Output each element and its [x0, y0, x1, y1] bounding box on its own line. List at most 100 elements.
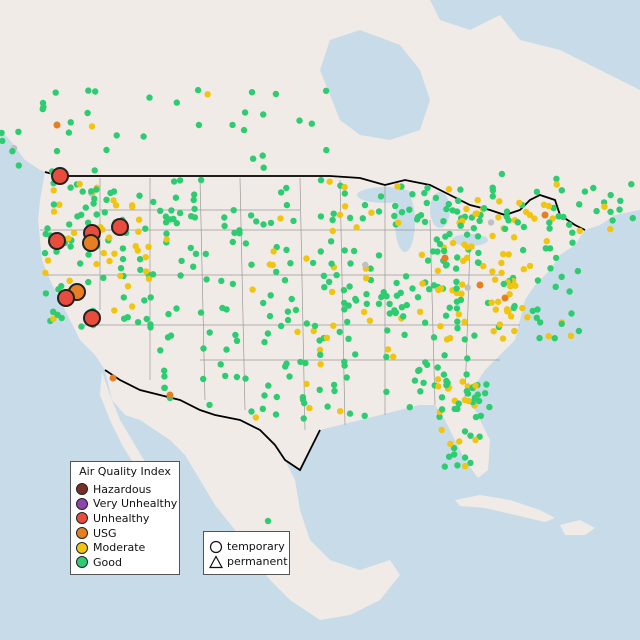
monitor-dot[interactable] [197, 309, 205, 316]
monitor-dot[interactable] [398, 209, 406, 216]
monitor-dot[interactable] [317, 361, 324, 368]
monitor-dot[interactable] [173, 99, 180, 106]
monitor-dot[interactable] [309, 259, 317, 267]
monitor-dot[interactable] [50, 208, 58, 215]
monitor-dot[interactable] [294, 328, 301, 335]
monitor-dot[interactable] [480, 262, 487, 270]
monitor-dot[interactable] [477, 412, 485, 420]
monitor-dot[interactable] [110, 197, 117, 204]
monitor-dot[interactable] [85, 87, 92, 94]
monitor-dot[interactable] [137, 266, 144, 274]
monitor-dot[interactable] [74, 213, 81, 220]
monitor-dot[interactable] [472, 382, 479, 389]
monitor-dot[interactable] [218, 277, 225, 285]
monitor-dot[interactable] [325, 278, 333, 285]
monitor-dot[interactable] [512, 282, 519, 289]
monitor-dot[interactable] [283, 184, 290, 192]
monitor-dot[interactable] [173, 220, 180, 227]
monitor-dot[interactable] [607, 191, 614, 199]
monitor-dot[interactable] [167, 332, 175, 339]
monitor-dot[interactable] [0, 137, 6, 145]
monitor-dot[interactable] [79, 188, 86, 195]
monitor-dot[interactable] [629, 214, 636, 222]
monitor-dot[interactable] [44, 257, 52, 264]
monitor-dot[interactable] [467, 459, 474, 467]
monitor-dot[interactable] [261, 392, 268, 399]
monitor-dot[interactable] [476, 281, 484, 289]
monitor-dot[interactable] [555, 213, 562, 220]
monitor-dot[interactable] [560, 213, 567, 221]
monitor-dot[interactable] [40, 103, 47, 111]
monitor-dot[interactable] [55, 286, 62, 293]
monitor-dot[interactable] [0, 129, 5, 137]
monitor-dot[interactable] [111, 250, 118, 257]
monitor-dot[interactable] [393, 279, 400, 287]
monitor-dot[interactable] [42, 290, 50, 297]
monitor-dot[interactable] [454, 325, 461, 332]
monitor-unhealthy[interactable] [83, 309, 101, 327]
monitor-dot[interactable] [53, 121, 61, 129]
monitor-dot[interactable] [511, 327, 518, 335]
monitor-dot[interactable] [400, 313, 407, 320]
monitor-dot[interactable] [200, 345, 207, 352]
monitor-dot[interactable] [505, 251, 512, 258]
monitor-dot[interactable] [552, 254, 560, 262]
monitor-dot[interactable] [222, 372, 229, 380]
monitor-dot[interactable] [143, 315, 150, 323]
monitor-dot[interactable] [346, 283, 353, 290]
monitor-dot[interactable] [386, 300, 393, 308]
monitor-dot[interactable] [101, 209, 109, 216]
monitor-dot[interactable] [331, 387, 338, 395]
monitor-dot[interactable] [135, 216, 143, 223]
monitor-dot[interactable] [440, 371, 448, 378]
monitor-dot[interactable] [453, 305, 461, 312]
monitor-dot[interactable] [66, 221, 73, 228]
monitor-dot[interactable] [197, 176, 205, 184]
monitor-dot[interactable] [449, 207, 456, 214]
monitor-dot[interactable] [252, 414, 260, 421]
monitor-dot[interactable] [545, 332, 552, 340]
monitor-dot[interactable] [161, 373, 168, 380]
monitor-dot[interactable] [461, 336, 468, 343]
monitor-dot[interactable] [445, 186, 453, 193]
monitor-dot[interactable] [546, 225, 553, 232]
monitor-dot[interactable] [253, 218, 260, 225]
monitor-dot[interactable] [526, 211, 534, 219]
monitor-dot[interactable] [157, 207, 164, 214]
monitor-dot[interactable] [84, 109, 91, 117]
monitor-dot[interactable] [170, 178, 178, 185]
monitor-dot[interactable] [42, 269, 49, 277]
monitor-dot[interactable] [229, 280, 237, 288]
monitor-dot[interactable] [628, 181, 635, 188]
monitor-dot[interactable] [575, 327, 583, 335]
monitor-dot[interactable] [438, 394, 446, 401]
monitor-dot[interactable] [326, 178, 333, 185]
monitor-dot[interactable] [129, 303, 136, 310]
monitor-dot[interactable] [607, 208, 614, 215]
monitor-dot[interactable] [472, 436, 479, 444]
monitor-dot[interactable] [440, 247, 448, 255]
monitor-dot[interactable] [317, 213, 325, 220]
monitor-dot[interactable] [363, 275, 370, 282]
monitor-dot[interactable] [491, 276, 499, 283]
monitor-dot[interactable] [248, 89, 256, 96]
monitor-dot[interactable] [473, 210, 480, 217]
monitor-dot[interactable] [492, 306, 499, 313]
monitor-dot[interactable] [273, 268, 280, 276]
monitor-dot[interactable] [533, 314, 540, 321]
monitor-dot[interactable] [367, 265, 374, 272]
monitor-dot[interactable] [117, 265, 125, 272]
monitor-dot[interactable] [290, 217, 297, 225]
monitor-dot[interactable] [449, 239, 457, 247]
monitor-dot[interactable] [426, 286, 433, 293]
monitor-dot[interactable] [436, 240, 444, 248]
monitor-dot[interactable] [330, 210, 337, 217]
monitor-dot[interactable] [9, 148, 16, 155]
monitor-dot[interactable] [283, 201, 291, 209]
monitor-dot[interactable] [265, 382, 272, 389]
monitor-dot[interactable] [301, 399, 308, 407]
monitor-dot[interactable] [260, 221, 267, 228]
monitor-dot[interactable] [288, 295, 295, 303]
monitor-dot[interactable] [272, 90, 280, 98]
monitor-dot[interactable] [462, 462, 469, 470]
